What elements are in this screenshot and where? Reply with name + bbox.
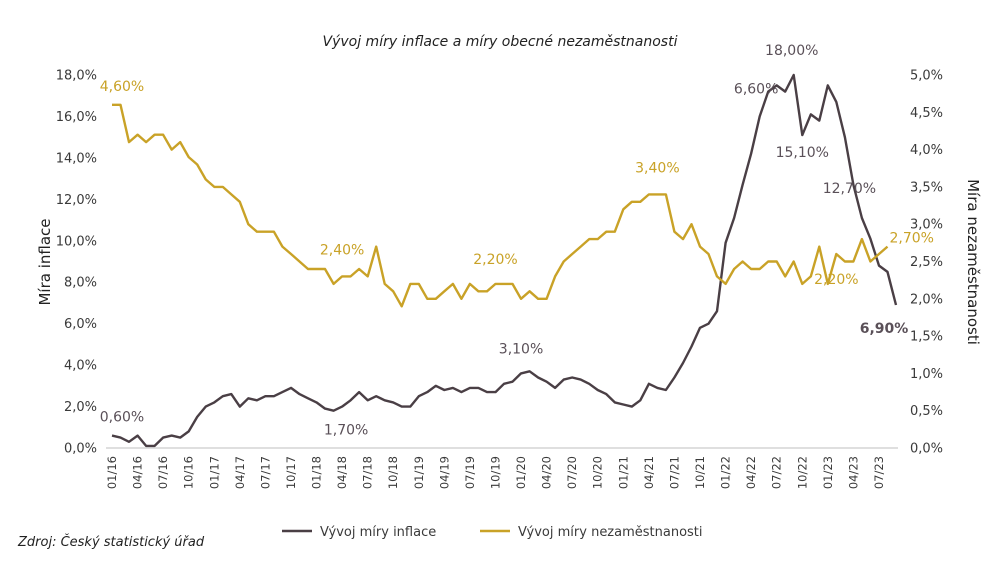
x-tick-label: 10/20 [591, 456, 605, 489]
x-tick-label: 01/18 [310, 456, 324, 489]
legend-label-unemployment: Vývoj míry nezaměstnanosti [518, 525, 703, 540]
series-lines [111, 73, 898, 448]
x-tick-label: 10/16 [182, 456, 196, 489]
source-note: Zdroj: Český statistický úřad [17, 534, 205, 550]
x-tick-label: 07/16 [156, 456, 170, 489]
left-axis-title: Míra inflace [36, 218, 54, 305]
x-tick-label: 04/23 [846, 456, 860, 489]
right-tick-label: 4,0% [910, 143, 943, 158]
right-tick-label: 0,5% [910, 404, 943, 419]
left-tick-label: 18,0% [56, 69, 97, 84]
x-tick-label: 01/19 [412, 456, 426, 489]
left-tick-label: 2,0% [64, 400, 97, 415]
data-label: 6,60% [734, 82, 778, 98]
x-tick-label: 07/22 [770, 456, 784, 489]
left-tick-label: 6,0% [64, 317, 97, 332]
x-tick-label: 10/19 [488, 456, 502, 489]
x-tick-label: 04/16 [131, 456, 145, 489]
right-tick-label: 3,0% [910, 218, 943, 233]
legend: Vývoj míry inflace Vývoj míry nezaměstna… [282, 525, 703, 540]
x-tick-label: 07/23 [872, 456, 886, 489]
x-tick-label: 07/20 [565, 456, 579, 489]
x-tick-label: 01/22 [719, 456, 733, 489]
right-tick-label: 1,0% [910, 367, 943, 382]
unemployment-line [112, 103, 889, 308]
data-label: 18,00% [765, 43, 818, 59]
x-tick-label: 10/18 [386, 456, 400, 489]
x-tick-label: 04/22 [744, 456, 758, 489]
data-label: 3,40% [635, 160, 679, 176]
x-tick-label: 01/23 [821, 456, 835, 489]
left-tick-label: 8,0% [64, 276, 97, 291]
data-label: 4,60% [100, 79, 144, 95]
x-tick-label: 07/21 [667, 456, 681, 489]
x-tick-label: 01/17 [207, 456, 221, 489]
left-axis-ticks: 0,0% 2,0% 4,0% 6,0% 8,0% 10,0% 12,0% 14,0% 16,0%… [56, 69, 97, 457]
x-tick-label: 04/18 [335, 456, 349, 489]
right-axis-title: Míra nezaměstnanosti [964, 179, 982, 345]
right-tick-label: 1,5% [910, 330, 943, 345]
data-label: 2,40% [320, 242, 364, 258]
left-tick-label: 10,0% [56, 234, 97, 249]
left-tick-label: 0,0% [64, 442, 97, 457]
data-label: 6,90% [860, 321, 909, 337]
chart-title: Vývoj míry inflace a míry obecné nezaměs… [323, 34, 678, 50]
left-tick-label: 14,0% [56, 151, 97, 166]
x-tick-label: 01/21 [616, 456, 630, 489]
data-label: 15,10% [776, 145, 829, 161]
left-tick-label: 16,0% [56, 110, 97, 125]
data-label: 2,20% [814, 272, 858, 288]
x-tick-label: 01/16 [105, 456, 119, 489]
x-tick-label: 04/17 [233, 456, 247, 489]
x-tick-label: 10/22 [795, 456, 809, 489]
right-tick-label: 0,0% [910, 442, 943, 457]
x-tick-label: 07/17 [258, 456, 272, 489]
x-tick-label: 10/17 [284, 456, 298, 489]
data-label: 0,60% [100, 410, 144, 426]
x-tick-label: 07/19 [463, 456, 477, 489]
data-label: 12,70% [823, 181, 876, 197]
x-tick-label: 04/19 [437, 456, 451, 489]
inflation-line [111, 73, 898, 448]
x-tick-label: 04/21 [642, 456, 656, 489]
data-label: 1,70% [324, 423, 368, 439]
left-tick-label: 12,0% [56, 193, 97, 208]
right-tick-label: 2,0% [910, 292, 943, 307]
right-tick-label: 3,5% [910, 180, 943, 195]
right-tick-label: 4,5% [910, 106, 943, 121]
right-tick-label: 5,0% [910, 69, 943, 84]
x-tick-label: 10/21 [693, 456, 707, 489]
data-label: 3,10% [499, 341, 543, 357]
left-tick-label: 4,0% [64, 359, 97, 374]
right-tick-label: 2,5% [910, 255, 943, 270]
right-axis-ticks: 0,0% 0,5% 1,0% 1,5% 2,0% 2,5% 3,0% 3,5% 4,0% 4,5%… [910, 69, 943, 457]
x-tick-label: 01/20 [514, 456, 528, 489]
data-label: 2,20% [473, 252, 517, 268]
data-labels: 4,60% 2,40% 2,20% 3,40% 2,20% 2,70% 0,60% 1,70%… [100, 43, 934, 439]
legend-label-inflation: Vývoj míry inflace [320, 525, 436, 540]
data-label: 2,70% [889, 231, 933, 247]
x-axis-ticks: 01/16 04/16 07/16 10/16 01/17 04/17 07/17 10/17… [105, 456, 886, 489]
x-tick-label: 07/18 [361, 456, 375, 489]
x-tick-label: 04/20 [540, 456, 554, 489]
